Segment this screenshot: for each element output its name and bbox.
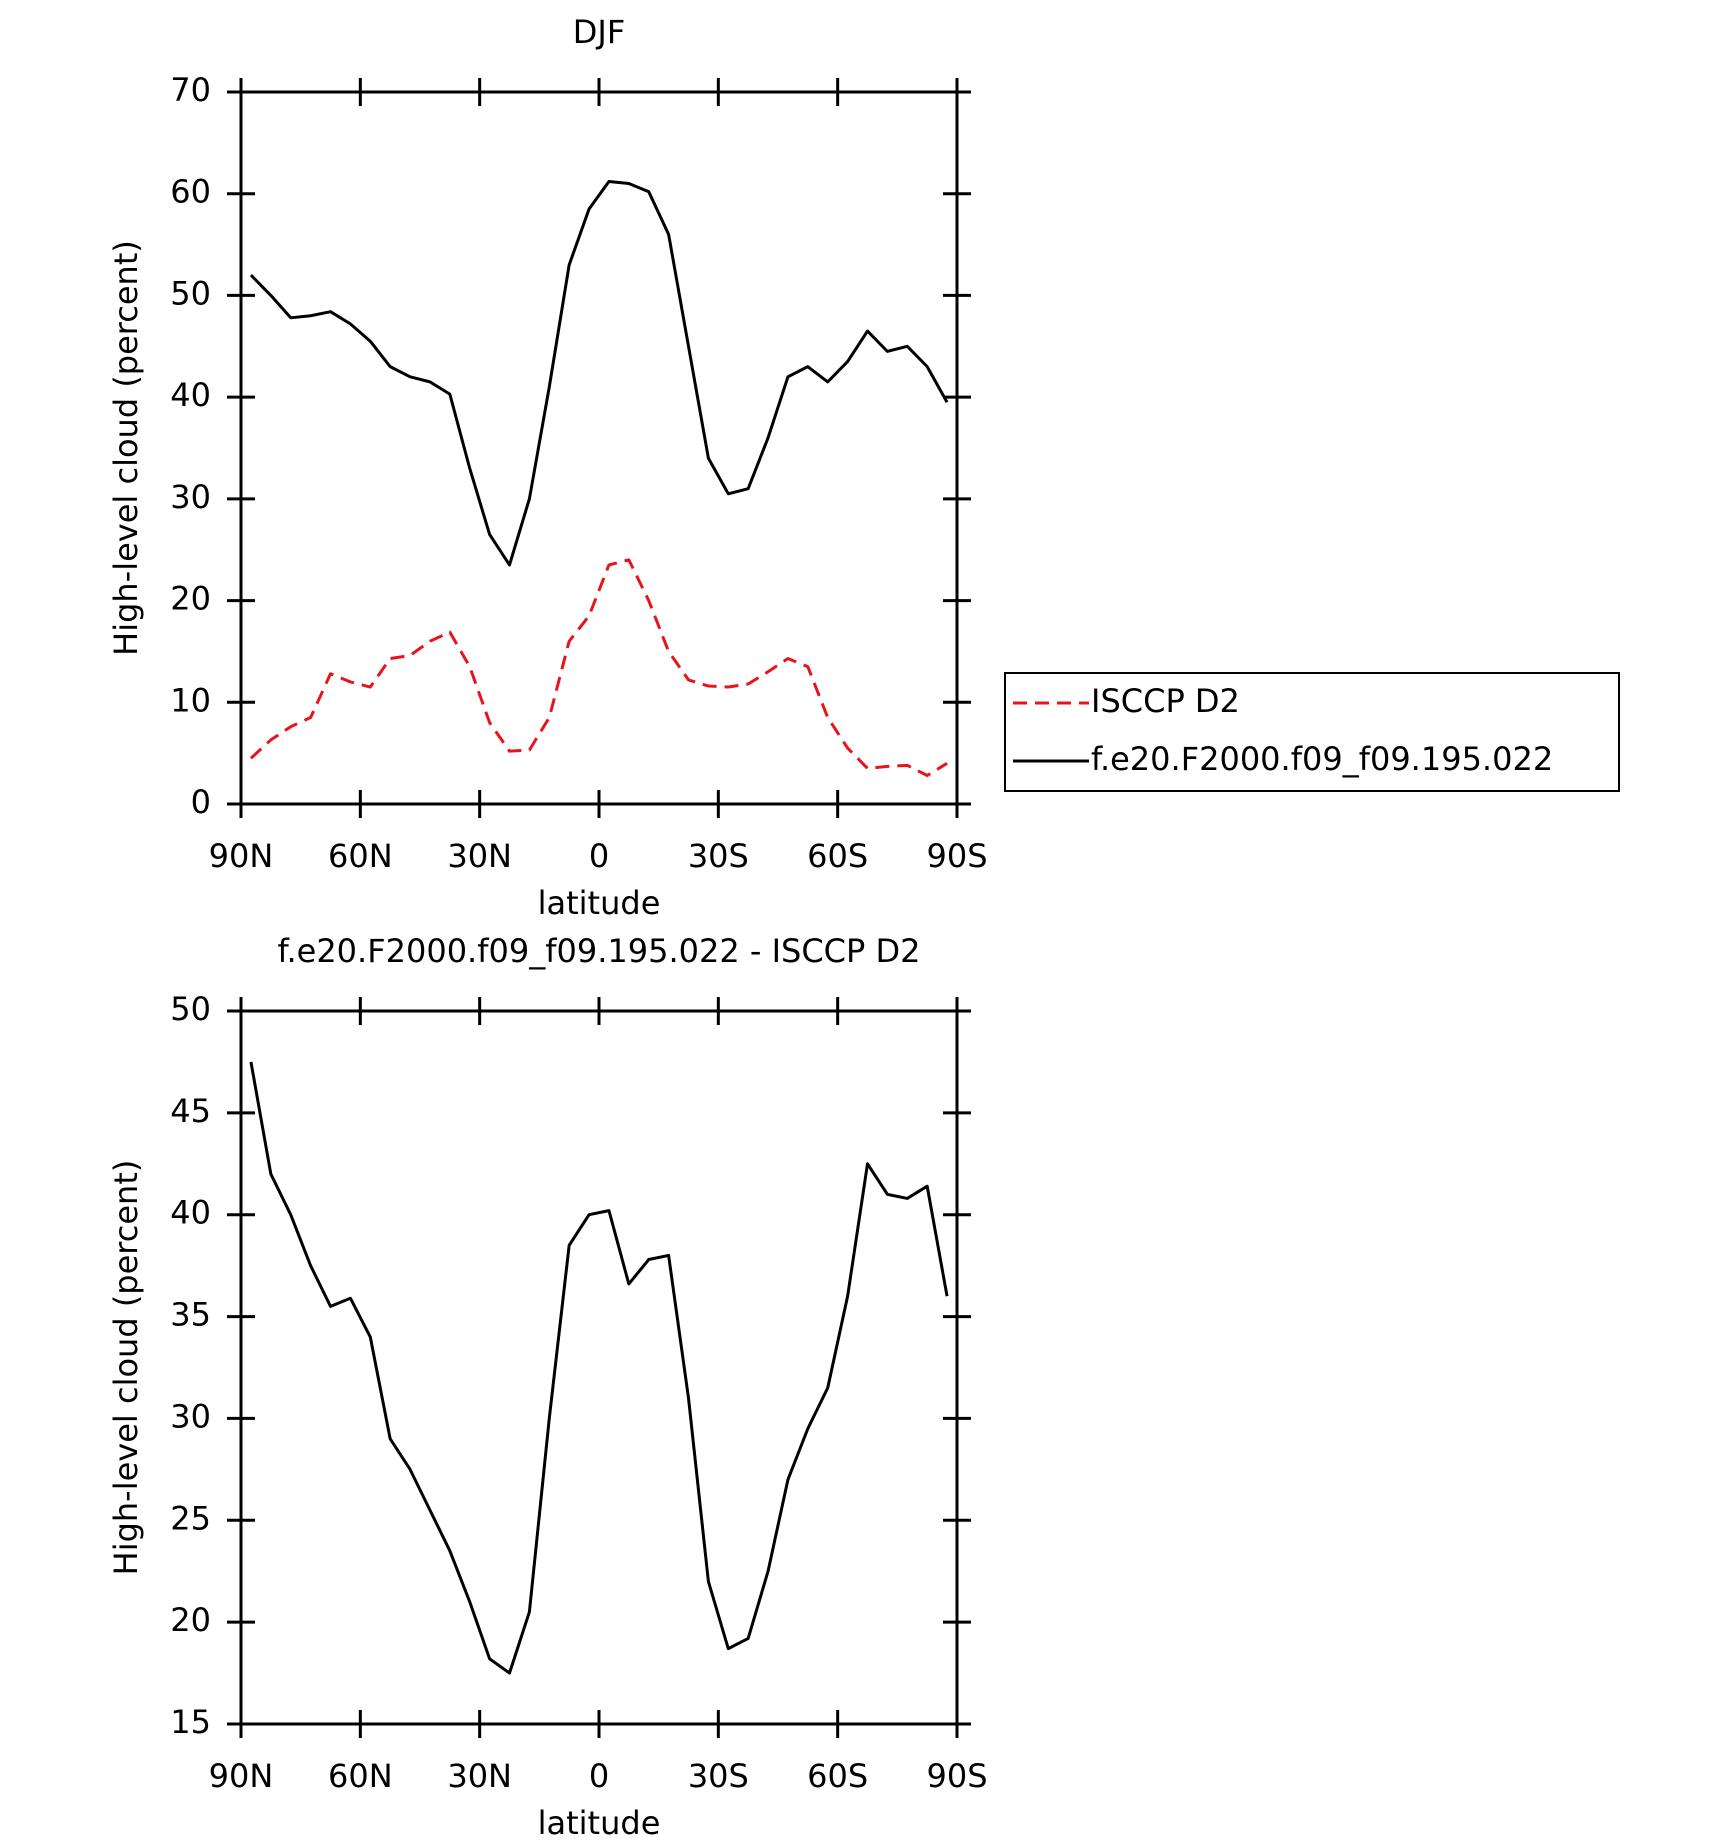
x-tick-label: 90N [209, 1757, 274, 1795]
data-line [249, 1061, 949, 1675]
plot-frame [239, 90, 959, 806]
legend-label: f.e20.F2000.f09_f09.195.022 [1091, 740, 1553, 778]
data-line [249, 558, 948, 778]
y-tick-label: 45 [170, 1092, 211, 1130]
x-tick-label: 60S [807, 837, 868, 875]
y-axis-label: High-level cloud (percent) [107, 1160, 145, 1576]
x-tick-label: 0 [589, 837, 609, 875]
y-tick-label: 20 [170, 580, 211, 618]
y-tick-label: 0 [191, 783, 211, 821]
y-tick-label: 50 [170, 990, 211, 1028]
y-tick-label: 25 [170, 1499, 211, 1537]
x-axis-label: latitude [538, 884, 661, 922]
plot-frame [239, 1009, 959, 1726]
x-tick-label: 30N [447, 1757, 512, 1795]
x-tick-label: 60N [328, 1757, 393, 1795]
x-tick-label: 30S [688, 1757, 749, 1795]
y-axis-label: High-level cloud (percent) [107, 240, 145, 656]
y-tick-label: 15 [170, 1703, 211, 1741]
x-tick-label: 0 [589, 1757, 609, 1795]
legend-label: ISCCP D2 [1091, 682, 1240, 720]
x-tick-label: 30N [447, 837, 512, 875]
y-tick-label: 60 [170, 173, 211, 211]
y-tick-label: 40 [170, 1194, 211, 1232]
y-tick-label: 70 [170, 71, 211, 109]
x-tick-label: 60N [328, 837, 393, 875]
chart-title: DJF [573, 13, 625, 51]
data-line [249, 180, 949, 567]
x-tick-label: 90S [926, 837, 987, 875]
x-tick-label: 90N [209, 837, 274, 875]
y-tick-label: 35 [170, 1296, 211, 1334]
x-tick-label: 30S [688, 837, 749, 875]
y-tick-label: 40 [170, 376, 211, 414]
y-tick-label: 10 [170, 681, 211, 719]
x-tick-label: 90S [926, 1757, 987, 1795]
x-axis-label: latitude [538, 1804, 661, 1842]
chart-title: f.e20.F2000.f09_f09.195.022 - ISCCP D2 [278, 932, 921, 970]
x-tick-label: 60S [807, 1757, 868, 1795]
y-tick-label: 50 [170, 274, 211, 312]
legend-box [1004, 672, 1620, 792]
y-tick-label: 20 [170, 1601, 211, 1639]
y-tick-label: 30 [170, 478, 211, 516]
y-tick-label: 30 [170, 1397, 211, 1435]
